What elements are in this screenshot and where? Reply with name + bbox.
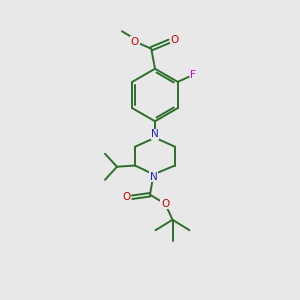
Text: O: O [122,192,130,202]
Text: F: F [190,70,196,80]
Text: N: N [150,172,158,182]
Text: O: O [171,35,179,45]
Text: N: N [151,129,159,139]
Text: O: O [161,199,169,208]
Text: O: O [131,37,139,47]
